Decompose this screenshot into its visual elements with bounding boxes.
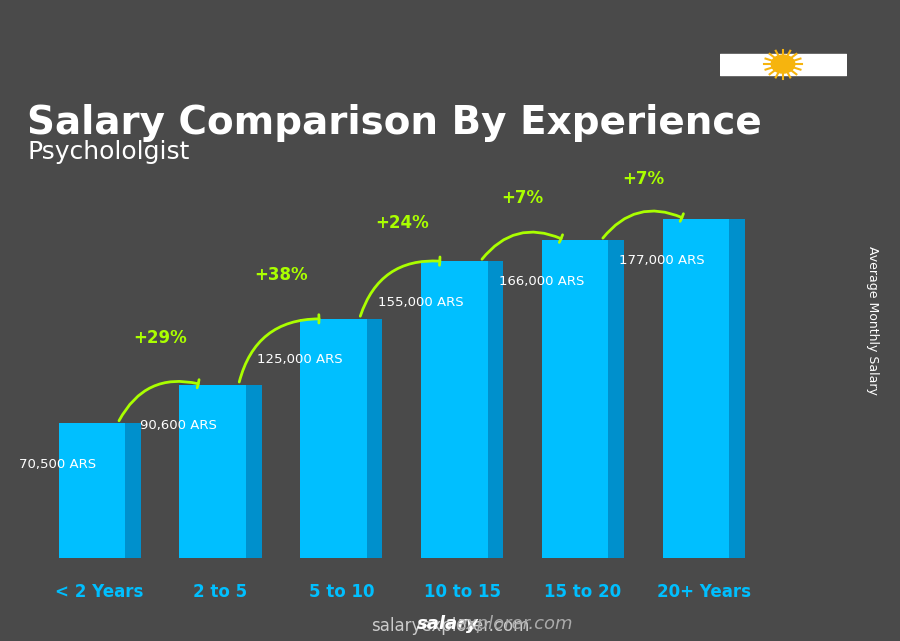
- Text: +29%: +29%: [133, 329, 187, 347]
- Text: 125,000 ARS: 125,000 ARS: [256, 353, 342, 366]
- Polygon shape: [366, 319, 382, 558]
- Text: Psychololgist: Psychololgist: [27, 140, 190, 164]
- Bar: [542, 240, 608, 558]
- Text: 166,000 ARS: 166,000 ARS: [499, 275, 584, 288]
- Text: 155,000 ARS: 155,000 ARS: [378, 296, 464, 309]
- Bar: [58, 423, 125, 558]
- Text: salary: salary: [417, 615, 479, 633]
- Text: +24%: +24%: [375, 214, 428, 232]
- Text: Average Monthly Salary: Average Monthly Salary: [867, 246, 879, 395]
- Text: Salary Comparison By Experience: Salary Comparison By Experience: [27, 104, 761, 142]
- Text: 70,500 ARS: 70,500 ARS: [19, 458, 96, 470]
- Circle shape: [771, 55, 795, 73]
- Text: +7%: +7%: [501, 189, 544, 207]
- Polygon shape: [608, 240, 624, 558]
- Bar: [301, 319, 366, 558]
- Bar: [421, 262, 488, 558]
- Polygon shape: [125, 423, 140, 558]
- Text: 2 to 5: 2 to 5: [194, 583, 248, 601]
- Text: explorer.com: explorer.com: [455, 615, 573, 633]
- Text: < 2 Years: < 2 Years: [56, 583, 144, 601]
- Bar: [662, 219, 729, 558]
- Polygon shape: [246, 385, 262, 558]
- Bar: [179, 385, 246, 558]
- Text: 15 to 20: 15 to 20: [544, 583, 622, 601]
- Text: 10 to 15: 10 to 15: [424, 583, 500, 601]
- Text: 20+ Years: 20+ Years: [657, 583, 751, 601]
- Text: +7%: +7%: [623, 170, 664, 188]
- Text: salaryexplorer.com: salaryexplorer.com: [371, 617, 529, 635]
- Polygon shape: [729, 219, 745, 558]
- Text: 177,000 ARS: 177,000 ARS: [619, 254, 705, 267]
- Text: 90,600 ARS: 90,600 ARS: [140, 419, 217, 432]
- Polygon shape: [488, 262, 503, 558]
- Text: 5 to 10: 5 to 10: [309, 583, 374, 601]
- Text: +38%: +38%: [254, 266, 308, 284]
